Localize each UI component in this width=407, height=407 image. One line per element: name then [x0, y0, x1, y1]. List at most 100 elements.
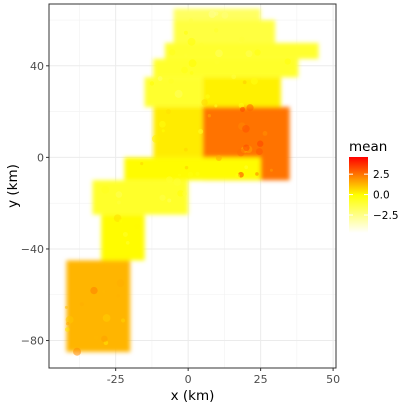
heat-speckle	[177, 190, 184, 197]
heat-speckle	[201, 99, 208, 106]
y-tick-label: −40	[21, 243, 44, 256]
heat-speckle	[120, 318, 126, 323]
heat-speckle	[157, 76, 163, 81]
heat-region-north-band-1	[173, 20, 276, 43]
heat-speckle	[116, 279, 125, 287]
heat-region-mid-lower	[124, 157, 261, 181]
heat-speckle	[184, 53, 188, 58]
x-tick-label: -25	[107, 373, 125, 386]
heat-region-corridor-upper	[92, 180, 189, 215]
heat-speckle	[101, 335, 108, 343]
heat-speckle	[151, 134, 160, 143]
x-axis: -25 0 25 50	[107, 368, 340, 386]
heat-speckle	[167, 198, 172, 203]
heat-speckle	[231, 74, 237, 80]
heat-speckle	[187, 171, 194, 178]
heat-speckle	[250, 77, 258, 85]
heat-speckle	[234, 173, 241, 179]
y-axis: −80 −40 0 40	[21, 60, 49, 348]
heat-speckle	[149, 81, 155, 86]
heat-speckle	[255, 172, 259, 176]
heat-region-upper-mid-east	[202, 77, 281, 108]
heat-speckle	[79, 302, 84, 307]
heat-speckle	[242, 80, 247, 85]
heat-speckle	[199, 42, 204, 47]
heat-speckle	[284, 58, 291, 65]
heat-speckle	[159, 120, 166, 128]
x-tick-label: 0	[185, 373, 192, 386]
heat-speckle	[119, 219, 123, 223]
heat-speckle	[188, 18, 194, 23]
heat-speckle	[255, 148, 263, 156]
heat-speckle	[184, 165, 189, 170]
heat-speckle	[102, 314, 111, 322]
heat-speckle	[161, 129, 165, 133]
legend-ticks: 2.5 0.0 −2.5	[349, 169, 399, 222]
heat-speckle	[262, 131, 268, 136]
heat-speckle	[195, 171, 200, 176]
panel-border	[48, 3, 337, 369]
heat-speckle	[257, 140, 264, 147]
heat-speckle	[116, 294, 120, 298]
y-axis-title: y (km)	[5, 164, 21, 208]
heat-speckle	[244, 165, 249, 170]
heat-speckle	[187, 37, 196, 46]
heat-speckle	[168, 78, 174, 84]
legend-colorbar	[349, 157, 368, 233]
heat-speckle	[245, 50, 253, 58]
heat-speckle	[166, 176, 173, 184]
heat-speckle	[215, 155, 222, 162]
heat-speckle	[134, 223, 140, 230]
heat-speckle	[102, 289, 106, 294]
heat-region-north-band-2	[164, 42, 319, 59]
heat-speckle	[140, 162, 144, 166]
x-axis-title: x (km)	[171, 388, 215, 404]
heat-speckle	[182, 191, 187, 197]
heat-region-corridor-lower	[101, 214, 145, 261]
heat-speckle	[183, 147, 188, 152]
heat-speckle	[246, 104, 254, 112]
heat-speckle	[65, 315, 74, 324]
heat-speckle	[125, 240, 130, 245]
x-tick-label: 25	[254, 373, 268, 386]
heat-speckle	[173, 178, 182, 186]
heat-region-mid-west	[153, 107, 203, 158]
heat-speckle	[243, 144, 250, 152]
heat-speckle	[213, 28, 219, 33]
heat-speckle	[73, 347, 82, 356]
y-tick-label: 40	[30, 60, 44, 73]
legend-label: 0.0	[373, 190, 390, 202]
heat-speckle	[239, 36, 245, 43]
heat-speckle	[215, 49, 223, 58]
y-tick-label: −80	[21, 335, 44, 348]
heatmap-field	[64, 8, 319, 356]
heat-speckle	[237, 148, 245, 157]
heat-speckle	[117, 200, 121, 205]
heat-speckle	[115, 191, 123, 198]
heat-speckle	[208, 10, 216, 18]
heat-speckle	[64, 327, 70, 332]
heat-speckle	[181, 66, 188, 74]
legend: mean 2.5 0.0 −2.5	[349, 139, 399, 233]
heat-speckle	[169, 49, 176, 56]
heat-region-north-band-3	[153, 58, 299, 78]
heat-speckle	[159, 194, 166, 201]
heat-speckle	[65, 321, 70, 326]
heat-speckle	[205, 94, 210, 99]
heat-speckle	[238, 102, 245, 109]
heat-speckle	[90, 286, 98, 295]
heat-speckle	[183, 30, 188, 35]
heat-speckle	[214, 59, 220, 65]
heat-speckle	[122, 231, 128, 237]
heat-speckle	[221, 11, 229, 19]
heat-speckle	[289, 68, 295, 75]
heat-speckle	[165, 109, 171, 115]
heat-speckle	[239, 106, 246, 112]
heat-speckle	[242, 125, 250, 133]
heat-region-upper-mid-west	[144, 77, 203, 108]
heat-speckle	[188, 59, 197, 68]
legend-title: mean	[349, 139, 387, 155]
heat-speckle	[177, 173, 182, 177]
heat-speckle	[93, 335, 99, 340]
